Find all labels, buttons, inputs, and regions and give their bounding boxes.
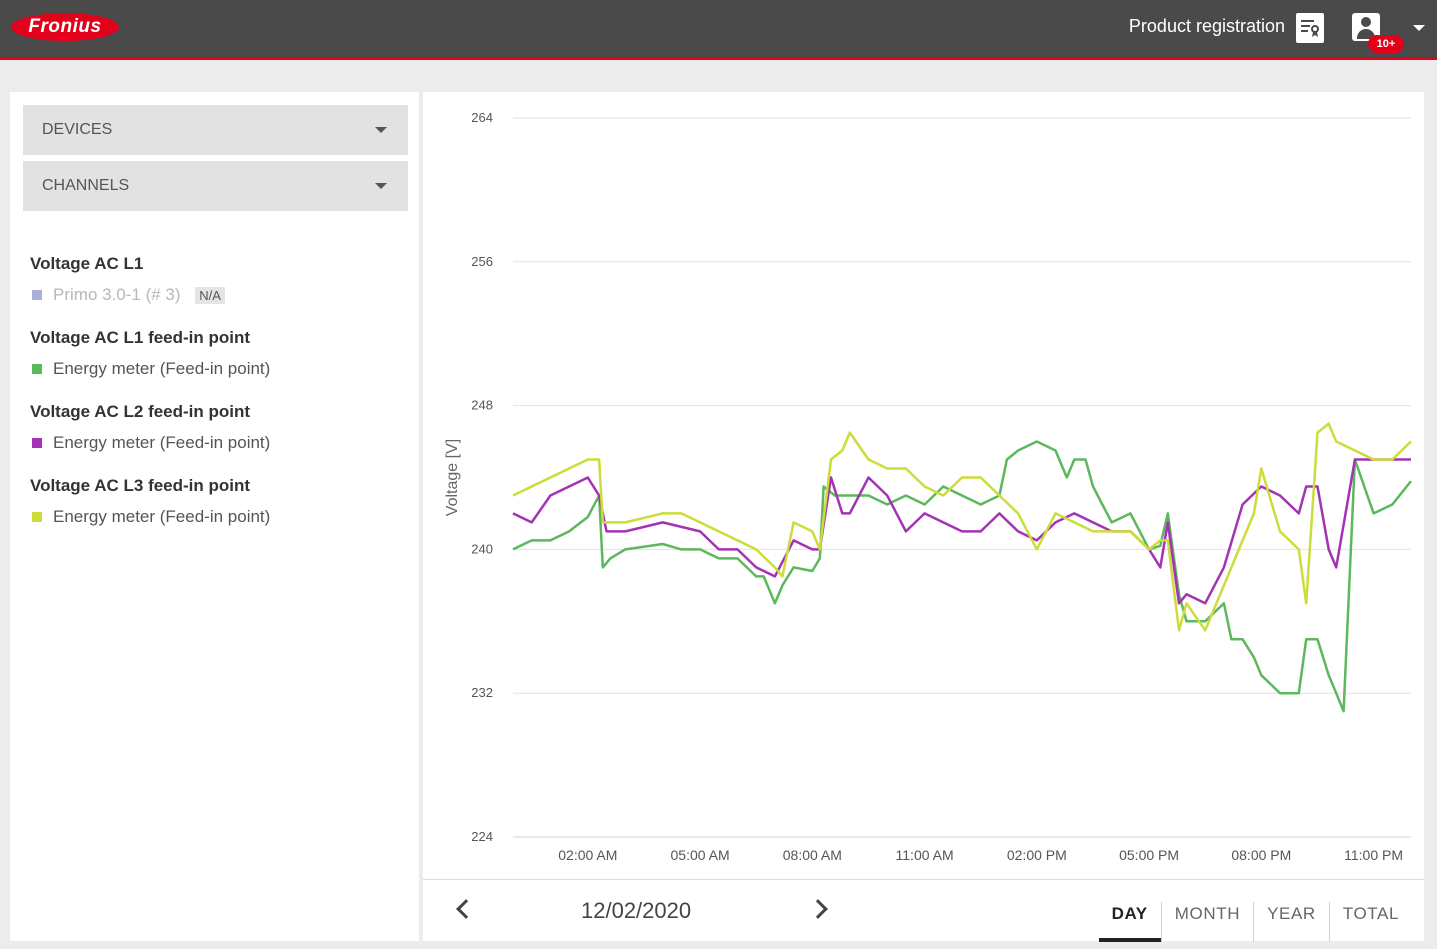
x-tick-label: 11:00 PM: [1344, 847, 1403, 863]
legend-entry[interactable]: Energy meter (Feed-in point): [30, 507, 270, 529]
devices-label: DEVICES: [42, 121, 113, 138]
y-axis-label: Voltage [V]: [444, 439, 461, 516]
legend-group-l1: Voltage AC L1 Primo 3.0-1 (# 3) N/A: [30, 254, 225, 307]
y-tick-label: 256: [471, 254, 493, 269]
legend-group-l2-feed: Voltage AC L2 feed-in point Energy meter…: [30, 402, 270, 455]
legend-title: Voltage AC L1 feed-in point: [30, 328, 251, 347]
y-tick-label: 248: [471, 398, 493, 413]
date-label[interactable]: 12/02/2020: [581, 898, 692, 923]
notification-badge[interactable]: 10+: [1368, 35, 1404, 53]
period-tabs: DAY MONTH YEAR TOTAL: [1098, 902, 1412, 942]
voltage-chart[interactable]: 264 256 248 240 232 224 02:00 AM 05:00 AM 08:00 …: [423, 92, 1424, 877]
x-tick-label: 02:00 PM: [1007, 847, 1067, 863]
fronius-logo[interactable]: Fronius: [10, 12, 120, 42]
legend-group-l1-feed: Voltage AC L1 feed-in point Energy meter…: [30, 328, 270, 381]
sidebar-panel: DEVICES CHANNELS Voltage AC L1 Primo 3.0…: [10, 92, 419, 941]
top-bar: Fronius Product registration 10+: [0, 0, 1437, 60]
legend-entry-label: Primo 3.0-1 (# 3): [53, 285, 181, 304]
legend-entry[interactable]: Primo 3.0-1 (# 3) N/A: [30, 285, 225, 307]
caret-down-icon: [375, 183, 387, 189]
channels-label: CHANNELS: [42, 177, 130, 194]
y-tick-label: 264: [471, 110, 493, 125]
channels-dropdown[interactable]: CHANNELS: [23, 161, 408, 211]
y-tick-label: 240: [471, 541, 493, 556]
chart-panel: 264 256 248 240 232 224 02:00 AM 05:00 AM 08:00 …: [423, 92, 1424, 942]
devices-dropdown[interactable]: DEVICES: [23, 105, 408, 155]
x-tick-label: 02:00 AM: [558, 847, 617, 863]
caret-down-icon: [375, 127, 387, 133]
user-head-shape: [1361, 17, 1371, 27]
legend-title: Voltage AC L1: [30, 254, 144, 273]
na-badge: N/A: [195, 287, 225, 304]
user-body-shape: [1357, 29, 1375, 39]
chevron-down-icon[interactable]: [1413, 25, 1425, 31]
legend-entry-label: Energy meter (Feed-in point): [53, 507, 271, 526]
series-line-1: [512, 440, 1412, 713]
legend-entry-label: Energy meter (Feed-in point): [53, 359, 271, 378]
tab-day[interactable]: DAY: [1098, 902, 1161, 942]
y-tick-label: 232: [471, 685, 493, 700]
legend-swatch-icon: [32, 438, 42, 448]
tab-year[interactable]: YEAR: [1253, 902, 1329, 942]
x-tick-label: 08:00 PM: [1231, 847, 1291, 863]
x-tick-label: 05:00 PM: [1119, 847, 1179, 863]
legend-swatch-icon: [32, 364, 42, 374]
x-tick-label: 08:00 AM: [783, 847, 842, 863]
series-line-3: [512, 422, 1412, 632]
legend-swatch-icon: [32, 512, 42, 522]
logo-text: Fronius: [28, 16, 102, 37]
previous-arrow-icon[interactable]: [456, 899, 476, 919]
legend-swatch-icon: [32, 290, 42, 300]
legend-entry[interactable]: Energy meter (Feed-in point): [30, 433, 270, 455]
next-arrow-icon[interactable]: [808, 899, 828, 919]
certificate-icon[interactable]: [1296, 13, 1324, 43]
legend-title: Voltage AC L3 feed-in point: [30, 476, 251, 495]
logo-shape-icon: [11, 13, 119, 41]
legend-group-l3-feed: Voltage AC L3 feed-in point Energy meter…: [30, 476, 270, 529]
legend-title: Voltage AC L2 feed-in point: [30, 402, 251, 421]
legend-entry[interactable]: Energy meter (Feed-in point): [30, 359, 270, 381]
y-tick-label: 224: [471, 829, 493, 844]
tab-month[interactable]: MONTH: [1160, 902, 1253, 942]
product-registration-link[interactable]: Product registration: [1128, 16, 1285, 36]
tab-total[interactable]: TOTAL: [1328, 902, 1412, 942]
series-line-2: [512, 458, 1411, 605]
chart-footer: 12/02/2020 DAY MONTH YEAR TOTAL: [423, 879, 1424, 942]
x-tick-label: 05:00 AM: [671, 847, 730, 863]
x-tick-label: 11:00 AM: [896, 847, 954, 863]
legend-entry-label: Energy meter (Feed-in point): [53, 433, 271, 452]
